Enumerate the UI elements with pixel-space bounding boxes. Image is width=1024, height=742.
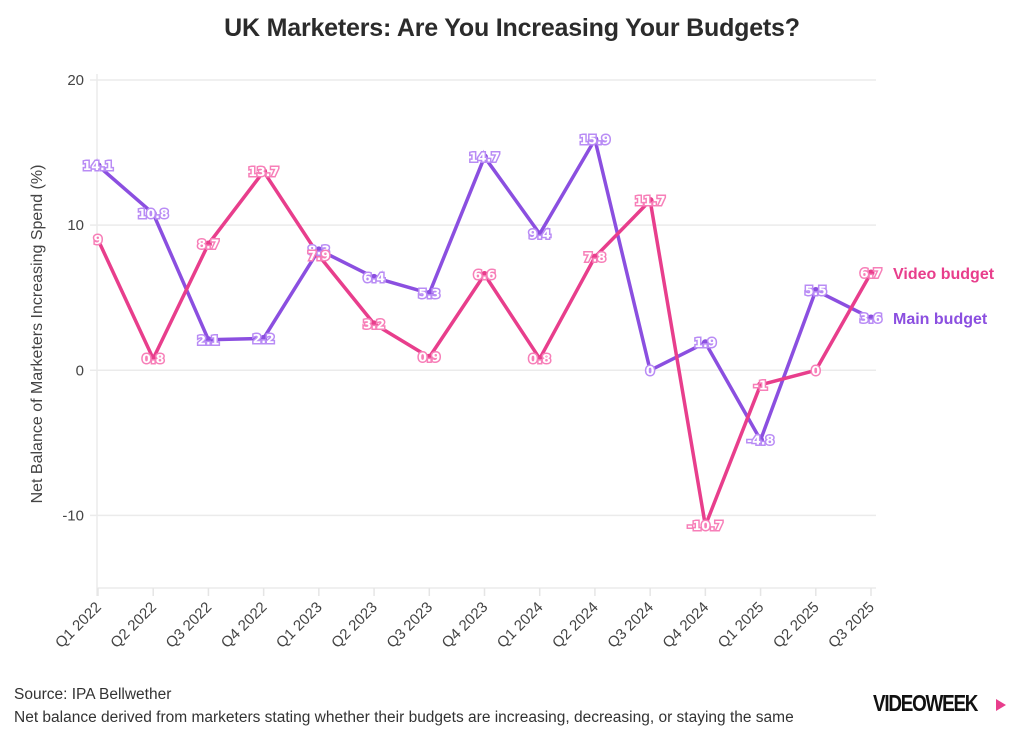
data-label: 6.6 bbox=[473, 267, 495, 282]
data-label: 0.8 bbox=[142, 351, 164, 366]
data-label: 2.1 bbox=[197, 332, 219, 347]
x-tick-label: Q3 2022 bbox=[163, 599, 216, 652]
data-point bbox=[204, 240, 212, 248]
data-label: -1 bbox=[754, 377, 768, 392]
x-tick-label: Q1 2022 bbox=[52, 599, 105, 652]
line-chart: Q1 2022 Q2 2022 Q3 2022 Q4 2022 Q1 2023 Q2 20… bbox=[29, 72, 995, 652]
data-point bbox=[812, 286, 820, 294]
y-tick-label: 20 bbox=[67, 72, 84, 89]
x-tick-label: Q2 2024 bbox=[549, 599, 602, 652]
x-tick-label: Q3 2024 bbox=[604, 599, 657, 652]
x-tick-label: Q1 2024 bbox=[494, 599, 547, 652]
data-label: 6.7 bbox=[860, 266, 882, 281]
data-label: 6.4 bbox=[363, 270, 385, 285]
data-point bbox=[149, 355, 157, 363]
data-point bbox=[591, 136, 599, 144]
data-point bbox=[94, 236, 102, 244]
data-label: 8.3 bbox=[308, 242, 330, 257]
x-tick-label: Q2 2022 bbox=[107, 599, 160, 652]
data-point bbox=[867, 269, 875, 277]
data-label: 10.8 bbox=[138, 206, 169, 221]
data-label: 11.7 bbox=[635, 193, 666, 208]
data-label: 7.9 bbox=[308, 248, 330, 263]
chart-title: UK Marketers: Are You Increasing Your Bu… bbox=[224, 14, 800, 42]
data-label: 5.3 bbox=[418, 286, 440, 301]
data-point bbox=[536, 355, 544, 363]
data-point bbox=[204, 336, 212, 344]
data-point bbox=[425, 289, 433, 297]
data-point bbox=[481, 270, 488, 278]
x-tick-label: Q4 2022 bbox=[218, 599, 271, 652]
y-tick-label: 10 bbox=[67, 217, 84, 234]
data-label: 14.7 bbox=[469, 149, 500, 164]
data-point bbox=[757, 381, 765, 389]
data-label: 0.8 bbox=[529, 351, 551, 366]
data-label: 13.7 bbox=[248, 164, 279, 179]
data-point bbox=[481, 153, 488, 161]
data-label: 8.7 bbox=[197, 237, 219, 252]
x-tick-label: Q4 2023 bbox=[439, 599, 492, 652]
y-axis: -10 0 10 20 bbox=[62, 72, 84, 524]
legend: Main budget Video budget bbox=[893, 266, 995, 328]
methodology-note: Net balance derived from marketers stati… bbox=[14, 709, 794, 726]
data-label: 9.4 bbox=[529, 226, 551, 241]
x-tick-label: Q1 2023 bbox=[273, 599, 326, 652]
x-tick-label: Q2 2023 bbox=[328, 599, 381, 652]
data-point bbox=[646, 196, 654, 204]
data-point bbox=[646, 366, 654, 374]
x-tick-label: Q4 2024 bbox=[659, 599, 712, 652]
x-tick-label: Q1 2025 bbox=[715, 599, 768, 652]
source-note: Source: IPA Bellwether bbox=[14, 686, 172, 703]
data-point bbox=[370, 273, 378, 281]
legend-video-budget: Video budget bbox=[893, 266, 995, 283]
series-lines bbox=[94, 136, 875, 530]
legend-main-budget: Main budget bbox=[893, 311, 988, 328]
data-label: 0.9 bbox=[418, 350, 440, 365]
data-point bbox=[94, 162, 102, 170]
data-label: 2.2 bbox=[253, 331, 275, 346]
x-axis: Q1 2022 Q2 2022 Q3 2022 Q4 2022 Q1 2023 Q2 20… bbox=[52, 588, 878, 652]
data-label: 15.9 bbox=[580, 132, 611, 147]
data-point bbox=[701, 339, 709, 347]
x-tick-label: Q3 2025 bbox=[825, 599, 878, 652]
data-label: 3.6 bbox=[860, 311, 882, 326]
data-point bbox=[701, 522, 709, 530]
data-point bbox=[591, 253, 599, 261]
data-label: 1.9 bbox=[694, 335, 716, 350]
y-tick-label: 0 bbox=[76, 362, 84, 379]
data-label: 14.1 bbox=[83, 158, 114, 173]
footer: Source: IPA Bellwether Net balance deriv… bbox=[14, 683, 794, 729]
data-label: 9 bbox=[94, 232, 103, 247]
data-label: 7.8 bbox=[584, 250, 606, 265]
data-label: 3.2 bbox=[363, 316, 385, 331]
data-label: -4.8 bbox=[747, 432, 774, 447]
data-point bbox=[425, 353, 433, 361]
data-point bbox=[260, 167, 268, 175]
data-point bbox=[536, 230, 544, 238]
videoweek-logo: VIDEOWEEK bbox=[873, 690, 978, 716]
data-label: -10.7 bbox=[687, 518, 723, 533]
y-axis-label: Net Balance of Marketers Increasing Spen… bbox=[29, 165, 46, 504]
data-label: 0 bbox=[811, 363, 820, 378]
data-point bbox=[867, 314, 875, 322]
x-tick-label: Q3 2023 bbox=[383, 599, 436, 652]
data-labels: 14.1 10.8 2.1 2.2 8.3 6.4 5.3 14.7 9.4 15.9 0 1.9 -4… bbox=[81, 131, 884, 535]
data-point bbox=[812, 366, 820, 374]
logo-arrow-icon bbox=[996, 699, 1006, 711]
data-label: 5.5 bbox=[805, 283, 827, 298]
data-label: 0 bbox=[646, 363, 655, 378]
x-tick-label: Q2 2025 bbox=[770, 599, 823, 652]
data-point bbox=[315, 252, 323, 260]
data-point bbox=[260, 334, 268, 342]
data-point bbox=[757, 436, 765, 444]
y-tick-label: -10 bbox=[62, 507, 84, 524]
data-point bbox=[149, 210, 157, 218]
data-point bbox=[370, 320, 378, 328]
